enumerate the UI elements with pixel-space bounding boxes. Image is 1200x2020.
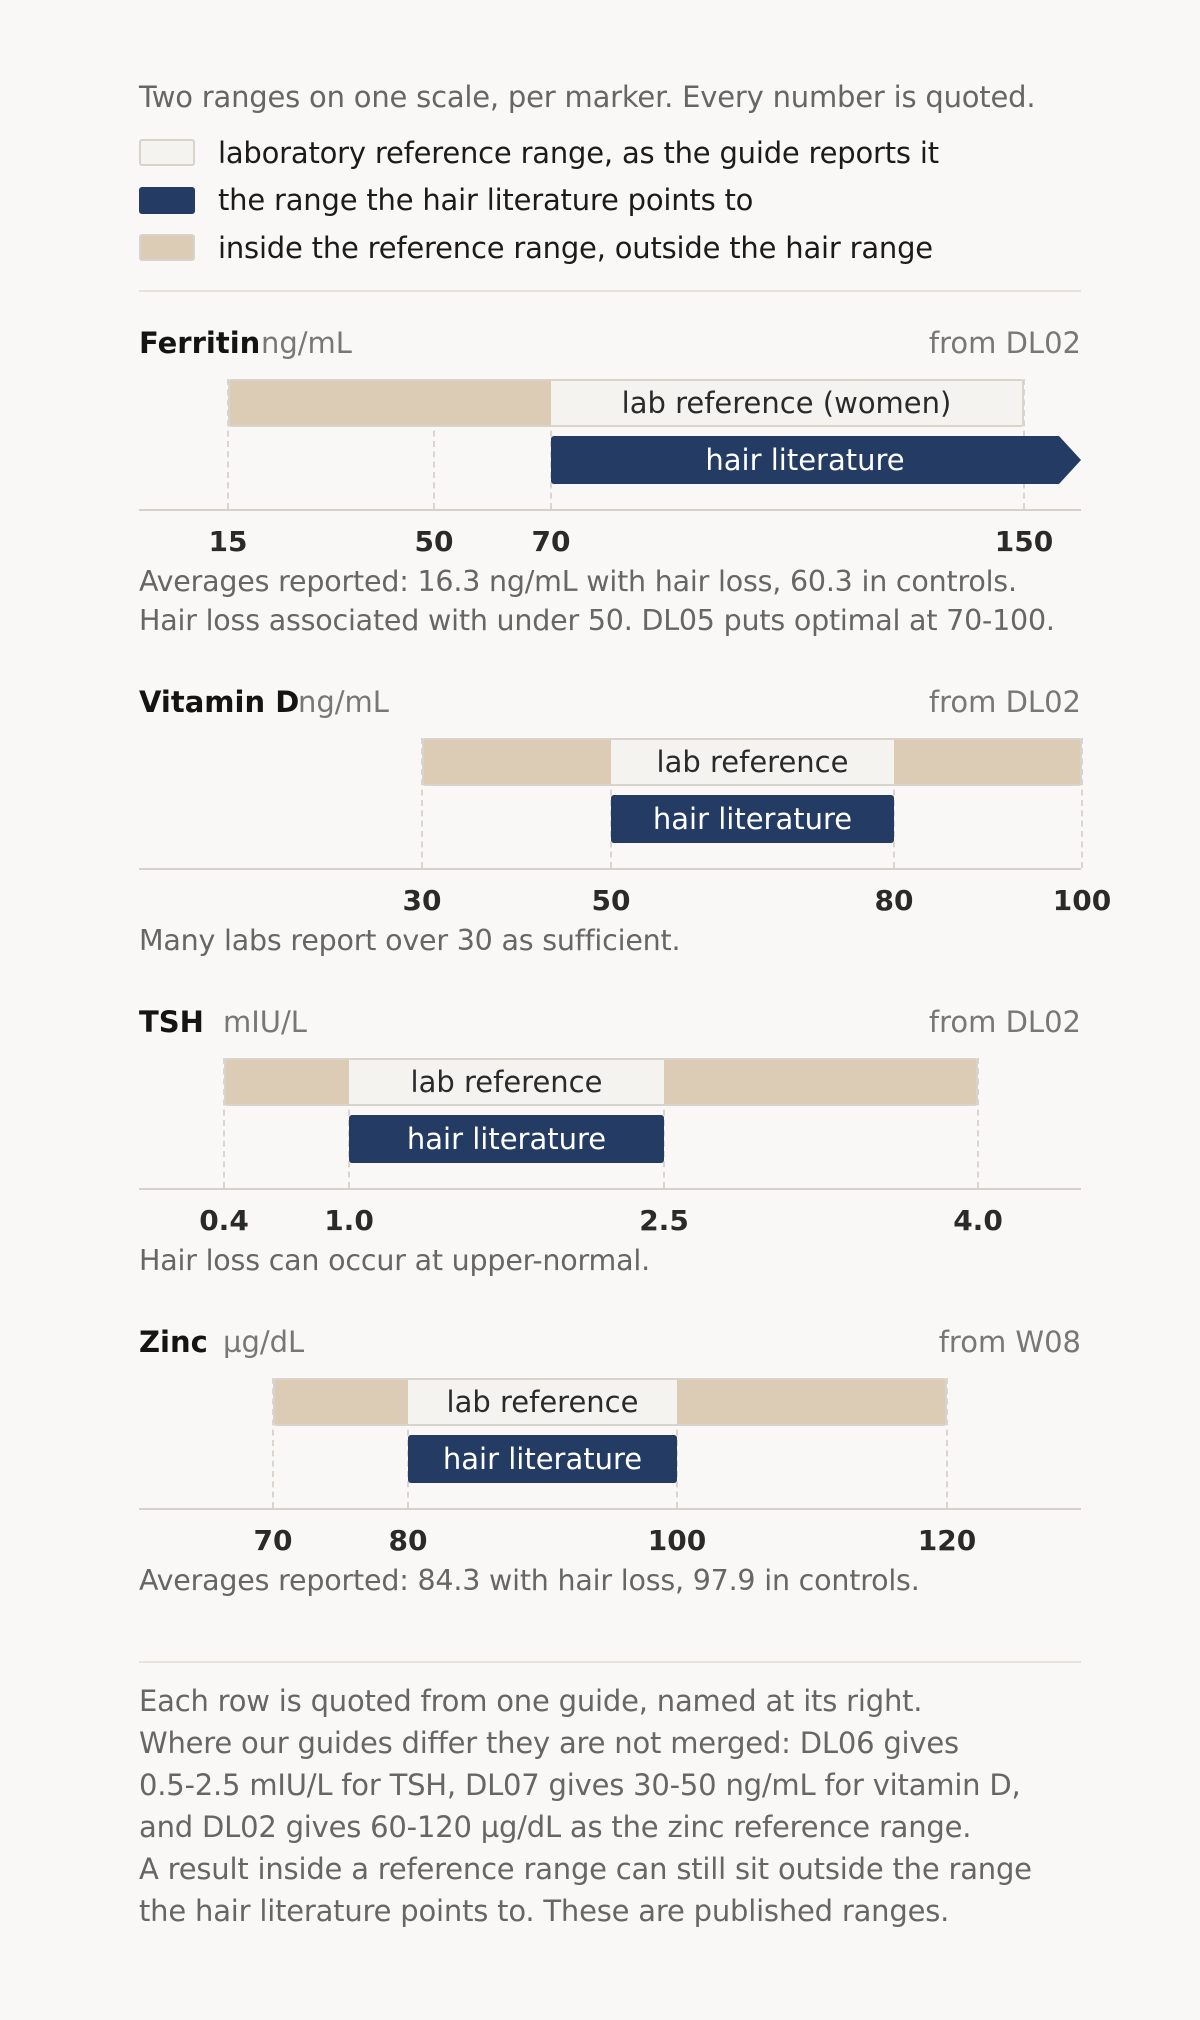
gridline: [1081, 738, 1083, 868]
tick-label: 150: [994, 525, 1054, 558]
tick-label: 50: [414, 525, 454, 558]
tick-label: 70: [531, 525, 571, 558]
open-ended-arrow-icon: [1059, 436, 1081, 484]
marker-name: TSH: [139, 1005, 204, 1039]
footer-line: Each row is quoted from one guide, named…: [139, 1684, 923, 1718]
hair-literature-bar: hair literature: [349, 1115, 664, 1163]
footer-notes: Each row is quoted from one guide, named…: [139, 1680, 1099, 1932]
marker-unit: ng/mL: [298, 685, 389, 719]
axis-line: [139, 509, 1081, 511]
hair-literature-bar: hair literature: [611, 795, 894, 843]
marker-name: Ferritin: [139, 326, 261, 360]
arrowhead: [1059, 436, 1081, 484]
marker-name: Vitamin D: [139, 685, 300, 719]
hair-literature-bar: hair literature: [408, 1435, 677, 1483]
tick-label: 120: [917, 1524, 977, 1557]
lab-reference-label: lab reference (women): [551, 381, 1022, 425]
axis-line: [139, 1508, 1081, 1510]
legend-swatch-gap: [139, 234, 195, 262]
marker-header: TSH mIU/L from DL02: [139, 1005, 1081, 1045]
tick-label: 30: [402, 884, 442, 917]
footer-line: 0.5-2.5 mIU/L for TSH, DL07 gives 30-50 …: [139, 1768, 1021, 1802]
axis-line: [139, 868, 1081, 870]
tick-label: 50: [591, 884, 631, 917]
intro-text: Two ranges on one scale, per marker. Eve…: [139, 80, 1036, 114]
footer-line: the hair literature points to. These are…: [139, 1894, 950, 1928]
legend-swatch-hair: [139, 186, 195, 214]
marker-note: Averages reported: 84.3 with hair loss, …: [139, 1564, 920, 1597]
tick-label: 4.0: [953, 1204, 1003, 1237]
legend-label-gap: inside the reference range, outside the …: [218, 230, 933, 265]
marker-note: Averages reported: 16.3 ng/mL with hair …: [139, 565, 1017, 598]
tick-label: 0.4: [199, 1204, 249, 1237]
tick-label: 80: [874, 884, 914, 917]
gridline: [272, 1378, 274, 1508]
bottom-divider: [139, 1661, 1081, 1663]
gridline: [977, 1058, 979, 1188]
marker-name: Zinc: [139, 1325, 208, 1359]
gridline: [676, 1378, 678, 1508]
tick-label: 2.5: [639, 1204, 689, 1237]
tick-label: 100: [647, 1524, 707, 1557]
tick-label: 100: [1052, 884, 1112, 917]
gridline: [223, 1058, 225, 1188]
legend-item-gap: inside the reference range, outside the …: [139, 224, 1089, 272]
footer-line: Where our guides differ they are not mer…: [139, 1726, 959, 1760]
lab-reference-label: lab reference: [611, 740, 894, 784]
marker-unit: ng/mL: [261, 326, 352, 360]
marker-source: from W08: [938, 1325, 1081, 1359]
legend-item-lab: laboratory reference range, as the guide…: [139, 129, 1089, 177]
marker-source: from DL02: [928, 685, 1081, 719]
marker-note: Hair loss can occur at upper-normal.: [139, 1244, 650, 1277]
marker-source: from DL02: [928, 326, 1081, 360]
gridline: [421, 738, 423, 868]
lab-reference-label: lab reference: [408, 1380, 677, 1424]
marker-unit: mIU/L: [223, 1005, 307, 1039]
tick-label: 1.0: [324, 1204, 374, 1237]
hair-literature-bar: hair literature: [551, 436, 1059, 484]
marker-note: Many labs report over 30 as sufficient.: [139, 924, 681, 957]
gridline: [227, 379, 229, 509]
footer-line: A result inside a reference range can st…: [139, 1852, 1032, 1886]
gridline: [433, 379, 435, 509]
gridline: [946, 1378, 948, 1508]
marker-unit: µg/dL: [223, 1325, 305, 1359]
tick-label: 70: [253, 1524, 293, 1557]
marker-header: Zinc µg/dL from W08: [139, 1325, 1081, 1365]
gridline: [663, 1058, 665, 1188]
marker-header: Ferritin ng/mL from DL02: [139, 326, 1081, 366]
marker-note: Hair loss associated with under 50. DL05…: [139, 604, 1055, 637]
legend-label-hair: the range the hair literature points to: [218, 183, 754, 218]
axis-line: [139, 1188, 1081, 1190]
legend-item-hair: the range the hair literature points to: [139, 177, 1089, 225]
marker-header: Vitamin D ng/mL from DL02: [139, 685, 1081, 725]
footer-line: and DL02 gives 60-120 µg/dL as the zinc …: [139, 1810, 972, 1844]
legend-label-lab: laboratory reference range, as the guide…: [218, 135, 939, 170]
tick-label: 80: [388, 1524, 428, 1557]
lab-reference-label: lab reference: [349, 1060, 664, 1104]
marker-source: from DL02: [928, 1005, 1081, 1039]
legend-swatch-lab: [139, 139, 195, 167]
tick-label: 15: [208, 525, 248, 558]
legend: laboratory reference range, as the guide…: [139, 129, 1089, 272]
top-divider: [139, 290, 1081, 292]
gridline: [893, 738, 895, 868]
